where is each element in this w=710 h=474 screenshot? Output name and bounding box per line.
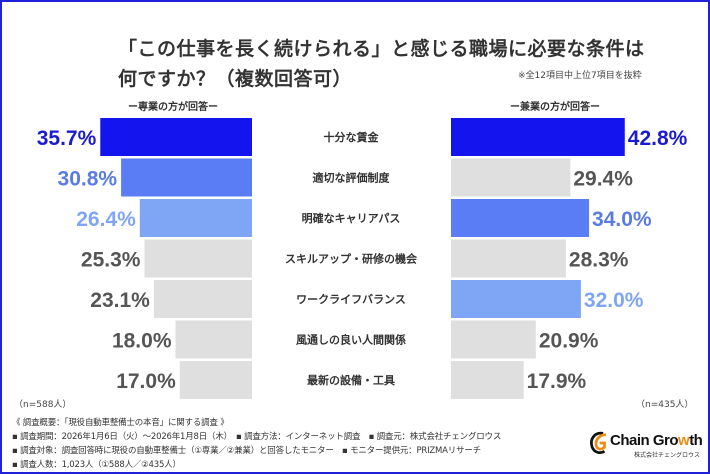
chart-note: ※全12項目中上位7項目を抜粋 — [518, 71, 642, 81]
right-bar — [451, 320, 536, 359]
left-value-label: 30.8% — [58, 168, 118, 191]
right-value-label: 17.9% — [527, 370, 587, 393]
left-value-label: 17.0% — [116, 370, 176, 393]
left-bar — [179, 361, 252, 399]
category-label: 風通しの良い人間関係 — [296, 333, 406, 347]
right-bar — [451, 199, 590, 237]
chart-title-line2: 何ですか？（複数回答可） — [118, 68, 353, 90]
right-bar — [451, 239, 566, 278]
right-bar — [451, 118, 625, 156]
left-bar — [100, 118, 253, 156]
right-bar — [451, 280, 581, 318]
category-label: ワークライフバランス — [296, 293, 406, 306]
left-value-label: 25.3% — [81, 249, 141, 272]
category-label: 十分な賃金 — [324, 130, 380, 144]
chain-growth-logo: Chain Growth 株式会社チェングロウス — [588, 428, 706, 466]
footer-survey-overview: 《 調査概要：「現役自動車整備士の本音」に関する調査 》 — [12, 418, 229, 428]
left-value-label: 23.1% — [90, 289, 150, 312]
right-sample-size: （n=435人） — [636, 400, 694, 410]
left-value-label: 18.0% — [112, 330, 172, 353]
right-bar — [451, 361, 524, 399]
right-value-label: 34.0% — [592, 208, 652, 231]
left-bar — [175, 320, 252, 359]
right-bar — [451, 158, 571, 197]
left-bar — [121, 158, 252, 197]
category-label: 適切な評価制度 — [313, 171, 391, 185]
category-label: 明確なキャリアパス — [302, 211, 401, 225]
left-value-label: 35.7% — [37, 127, 97, 150]
logo-text: Chain Growth — [610, 432, 703, 449]
right-series-label: ー兼業の方が回答ー — [510, 102, 600, 113]
left-bar — [139, 199, 252, 237]
footer-survey-count: ▪ 調査人数：1,023人（①588人／②435人） — [12, 460, 181, 470]
left-series-label: ー専業の方が回答ー — [128, 102, 218, 113]
logo-subtext: 株式会社チェングロウス — [634, 452, 701, 459]
chart-title-line1: 「この仕事を長く続けられる」と感じる職場に必要な条件は — [118, 38, 645, 60]
right-value-label: 42.8% — [628, 127, 688, 150]
right-value-label: 20.9% — [539, 330, 599, 353]
footer-survey-period: ▪ 調査期間：2026年1月6日（火）～2026年1月8日（木） ▪ 調査方法：… — [12, 432, 502, 442]
right-value-label: 32.0% — [584, 289, 644, 312]
footer-survey-target: ▪ 調査対象：調査回答時に現役の自動車整備士（①専業／②兼業）と回答したモニター… — [12, 446, 481, 456]
left-bar — [144, 239, 252, 278]
left-value-label: 26.4% — [76, 208, 136, 231]
left-bar — [153, 280, 252, 318]
logo-g-icon — [590, 431, 606, 454]
category-label: 最新の設備・工具 — [307, 373, 395, 387]
right-value-label: 29.4% — [573, 168, 633, 191]
left-sample-size: （n=588人） — [14, 400, 72, 410]
category-label: スキルアップ・研修の機会 — [285, 252, 418, 266]
right-value-label: 28.3% — [569, 249, 629, 272]
